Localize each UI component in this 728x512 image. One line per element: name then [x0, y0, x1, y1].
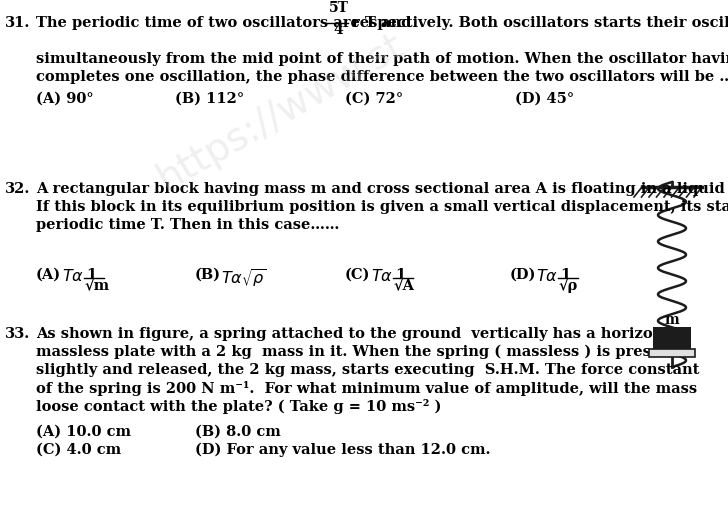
Text: m: m	[665, 313, 679, 327]
Text: 31.: 31.	[5, 16, 31, 30]
Text: √ρ: √ρ	[558, 278, 577, 293]
Text: simultaneously from the mid point of their path of motion. When the oscillator h: simultaneously from the mid point of the…	[36, 52, 728, 66]
Text: (D) 45°: (D) 45°	[515, 92, 574, 106]
Text: 1: 1	[560, 268, 570, 282]
Text: (B): (B)	[195, 268, 221, 282]
Text: The periodic time of two oscillators are T and: The periodic time of two oscillators are…	[36, 16, 411, 30]
Text: 5T: 5T	[329, 1, 349, 15]
Text: A rectangular block having mass m and cross sectional area A is floating in a li: A rectangular block having mass m and cr…	[36, 182, 728, 196]
Text: (A): (A)	[36, 268, 61, 282]
Text: 4: 4	[333, 23, 343, 37]
Text: 33.: 33.	[5, 327, 31, 341]
Text: 1: 1	[86, 268, 96, 282]
Text: 32.: 32.	[5, 182, 31, 196]
Text: $T\alpha$: $T\alpha$	[371, 268, 393, 285]
Text: (D): (D)	[510, 268, 537, 282]
Text: As shown in figure, a spring attached to the ground  vertically has a horizontal: As shown in figure, a spring attached to…	[36, 327, 685, 341]
Text: respectively. Both oscillators starts their oscillation: respectively. Both oscillators starts th…	[352, 16, 728, 30]
Text: $T\alpha\sqrt{\rho}$: $T\alpha\sqrt{\rho}$	[221, 268, 267, 290]
Text: (B) 112°: (B) 112°	[175, 92, 244, 106]
Text: √A: √A	[393, 278, 414, 292]
Text: (C) 4.0 cm: (C) 4.0 cm	[36, 443, 121, 457]
Text: slightly and released, the 2 kg mass, starts executing  S.H.M. The force constan: slightly and released, the 2 kg mass, st…	[36, 363, 700, 377]
Text: √m: √m	[84, 278, 109, 292]
Text: $T\alpha$: $T\alpha$	[62, 268, 84, 285]
Text: loose contact with the plate? ( Take g = 10 ms⁻² ): loose contact with the plate? ( Take g =…	[36, 399, 441, 414]
Text: (A) 90°: (A) 90°	[36, 92, 94, 106]
Text: (C): (C)	[345, 268, 371, 282]
Text: 1: 1	[395, 268, 405, 282]
Text: (A) 10.0 cm: (A) 10.0 cm	[36, 425, 131, 439]
Text: (B) 8.0 cm: (B) 8.0 cm	[195, 425, 281, 439]
Text: If this block in its equilibrium position is given a small vertical displacement: If this block in its equilibrium positio…	[36, 200, 728, 214]
Text: https://www.st: https://www.st	[150, 26, 410, 198]
Text: $T\alpha$: $T\alpha$	[536, 268, 558, 285]
Bar	[653, 327, 691, 349]
Text: (C) 72°: (C) 72°	[345, 92, 403, 106]
Text: (D) For any value less than 12.0 cm.: (D) For any value less than 12.0 cm.	[195, 443, 491, 457]
Bar	[649, 349, 695, 357]
Text: of the spring is 200 N m⁻¹.  For what minimum value of amplitude, will the mass: of the spring is 200 N m⁻¹. For what min…	[36, 381, 697, 396]
Text: massless plate with a 2 kg  mass in it. When the spring ( massless ) is pressed: massless plate with a 2 kg mass in it. W…	[36, 345, 678, 359]
Text: completes one oscillation, the phase difference between the two oscillators will: completes one oscillation, the phase dif…	[36, 70, 728, 84]
Text: periodic time T. Then in this case……: periodic time T. Then in this case……	[36, 218, 339, 232]
